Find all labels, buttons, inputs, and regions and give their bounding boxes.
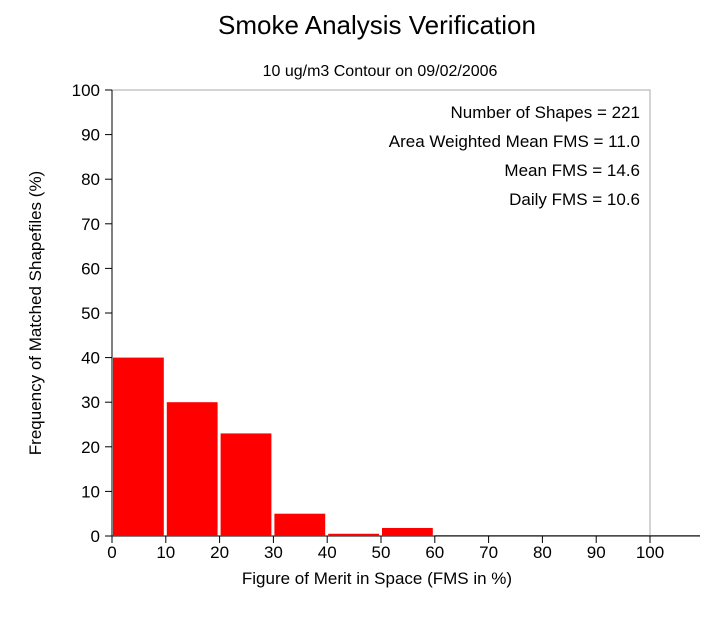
y-tick-label: 40 [81,349,100,368]
y-tick-label: 60 [81,259,100,278]
chart-subtitle: 10 ug/m3 Contour on 09/02/2006 [263,63,498,80]
histogram-bar [328,533,379,536]
histogram-bars [113,357,700,536]
x-axis-label: Figure of Merit in Space (FMS in %) [242,569,512,588]
x-tick-label: 30 [264,543,283,562]
stats-annotation: Daily FMS = 10.6 [509,190,640,209]
histogram-bar [274,513,326,536]
histogram-bar [166,402,218,536]
histogram-bar [113,357,164,536]
x-tick-label: 80 [533,543,552,562]
x-tick-label: 90 [587,543,606,562]
y-tick-label: 100 [72,81,100,100]
stats-annotation: Mean FMS = 14.6 [504,161,640,180]
x-tick-label: 60 [425,543,444,562]
stats-annotation: Number of Shapes = 221 [451,103,640,122]
stats-annotations: Number of Shapes = 221 Area Weighted Mean… [389,103,640,209]
y-tick-label: 10 [81,482,100,501]
y-tick-label: 50 [81,304,100,323]
y-axis-ticks: 0 10 20 30 40 50 60 70 80 90 100 [72,81,112,546]
y-tick-label: 90 [81,126,100,145]
x-tick-label: 100 [636,543,664,562]
y-axis-label: Frequency of Matched Shapefiles (%) [26,171,45,455]
x-axis-ticks: 0 10 20 30 40 50 60 70 80 90 100 [107,536,664,562]
stats-annotation: Area Weighted Mean FMS = 11.0 [389,132,640,151]
x-tick-label: 20 [210,543,229,562]
x-tick-label: 0 [107,543,116,562]
x-tick-label: 70 [479,543,498,562]
x-tick-label: 50 [372,543,391,562]
histogram-bar [382,527,433,536]
chart-title: Smoke Analysis Verification [218,10,536,40]
y-tick-label: 80 [81,170,100,189]
x-tick-label: 10 [156,543,175,562]
x-tick-label: 40 [318,543,337,562]
histogram-bar [220,433,272,536]
y-tick-label: 30 [81,393,100,412]
y-tick-label: 70 [81,215,100,234]
y-tick-label: 20 [81,438,100,457]
y-tick-label: 0 [91,527,100,546]
